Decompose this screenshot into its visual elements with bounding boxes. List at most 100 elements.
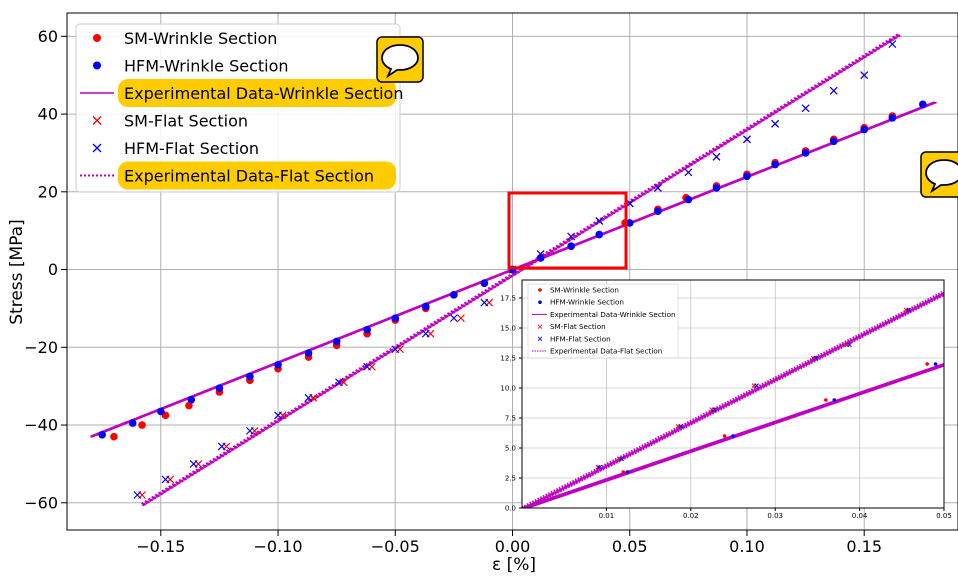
hfm-flat-section-point	[274, 411, 282, 420]
hfm-wrinkle-section-point	[128, 419, 137, 427]
inset-legend: SM-Wrinkle Section HFM-Wrinkle Section Exp…	[527, 283, 679, 359]
inset-hfm-flat-section-point	[619, 456, 624, 462]
plot-frame	[66, 12, 958, 531]
hfm-wrinkle-section-point	[919, 100, 927, 109]
inset-grid	[521, 279, 945, 509]
legend-highlight	[118, 161, 396, 190]
hfm-flat-section-point	[304, 393, 313, 402]
inset-hfm-flat-section-point	[847, 342, 852, 348]
y-tick-label: 20	[38, 182, 58, 201]
inset-plot-frame	[521, 279, 945, 509]
hfm-wrinkle-section-point	[536, 254, 545, 262]
inset-hfm-flat-section-point	[813, 355, 819, 361]
legend-label: SM-Flat Section	[124, 112, 248, 131]
hfm-wrinkle-section-point	[480, 279, 489, 287]
inset-hfm-flat-section-point	[754, 383, 759, 388]
hfm-wrinkle-section-point	[801, 149, 810, 157]
hfm-wrinkle-section-point	[215, 384, 224, 392]
inset-chart: 0.01 0.02 0.03 0.04 0.05 0.0 2.5 5.0 7.5 10.0 12.5…	[500, 279, 952, 520]
hfm-flat-section-point	[480, 298, 489, 307]
hfm-flat-section-point	[133, 491, 142, 499]
legend-marker-x	[92, 116, 102, 125]
inset-y-tick-label: 0.0	[505, 504, 516, 512]
inset-data	[522, 290, 944, 508]
hfm-wrinkle-section-point	[246, 372, 254, 381]
y-tick-label: 40	[38, 105, 58, 124]
hfm-flat-section-point	[421, 329, 430, 338]
legend-label: HFM-Flat Section	[124, 139, 259, 158]
hfm-wrinkle-section-point	[829, 137, 838, 146]
y-tick-label: −40	[24, 416, 58, 435]
inset-legend-marker-dot	[538, 300, 542, 305]
hfm-flat-section-point	[245, 426, 254, 435]
inset-legend-label: HFM-Wrinkle Section	[550, 298, 624, 307]
inset-x-tick-label: 0.02	[683, 512, 699, 520]
legend-highlight	[118, 79, 396, 107]
y-tick-label: 60	[38, 27, 58, 46]
hfm-wrinkle-section-point	[450, 291, 458, 299]
legend-box	[75, 23, 401, 193]
hfm-wrinkle-section-point	[595, 230, 604, 239]
inset-y-tick-label: 7.5	[505, 414, 516, 422]
hfm-flat-section-point	[743, 135, 751, 144]
inset-hfm-flat-section-point	[906, 307, 911, 313]
hfm-wrinkle-section-point	[332, 337, 341, 346]
hfm-flat-section-point	[449, 314, 458, 323]
speech-bubble-icon	[376, 36, 424, 83]
hfm-wrinkle-section-point	[391, 314, 400, 322]
hfm-flat-section-point	[595, 217, 604, 225]
hfm-flat-section-point	[829, 86, 838, 95]
inset-y-tick-label: 5.0	[505, 444, 516, 452]
inset-hfm-flat-section-point	[678, 424, 684, 429]
hfm-wrinkle-section-point	[771, 160, 779, 169]
inset-legend-label: Experimental Data-Wrinkle Section	[550, 310, 676, 319]
hfm-wrinkle-section-point	[860, 125, 869, 134]
legend-label: Experimental Data-Wrinkle Section	[124, 84, 403, 103]
x-tick-label: −0.15	[136, 537, 185, 556]
inset-legend-label: HFM-Flat Section	[550, 334, 611, 343]
inset-experimental-data-flat-section-line-band	[527, 293, 944, 508]
hfm-flat-section-point	[536, 250, 545, 258]
y-tick-label: −20	[24, 338, 58, 357]
legend-label: HFM-Wrinkle Section	[124, 57, 289, 76]
inset-axes: 0.01 0.02 0.03 0.04 0.05 0.0 2.5 5.0 7.5 10.0 12.5…	[500, 279, 952, 520]
hfm-wrinkle-section-point	[625, 219, 634, 227]
legend-marker-dot	[93, 61, 101, 70]
inset-legend-marker-dot	[538, 288, 542, 292]
hfm-wrinkle-section-point	[363, 326, 371, 334]
hfm-wrinkle-section-point	[274, 360, 282, 369]
inset-sm-flat-section-point	[595, 464, 601, 470]
hfm-wrinkle-section-point	[567, 242, 575, 251]
hfm-flat-section-point	[391, 345, 400, 354]
hfm-wrinkle-section-point	[98, 430, 106, 439]
speech-bubble-icon	[920, 151, 958, 198]
inset-y-tick-label: 15.0	[500, 324, 516, 332]
x-tick-label: −0.05	[371, 537, 420, 556]
inset-sm-wrinkle-section-point	[722, 434, 727, 438]
hfm-flat-section-point	[860, 71, 869, 80]
hfm-wrinkle-section-point	[304, 349, 313, 357]
series-layer	[90, 32, 937, 507]
hfm-flat-section-point	[888, 40, 897, 49]
inset-hfm-wrinkle-section-point	[933, 362, 938, 366]
inset-hfm-flat-section-point	[712, 407, 717, 412]
hfm-wrinkle-section-point	[187, 395, 196, 404]
main-legend: SM-Wrinkle Section HFM-Wrinkle Section Exp…	[75, 23, 403, 193]
hfm-flat-section-point	[161, 475, 170, 484]
icon-bubble-shape	[381, 44, 419, 79]
hfm-flat-section-point	[335, 378, 343, 387]
legend-marker-dot	[93, 34, 101, 42]
hfm-flat-section-point	[771, 119, 780, 128]
zoom-region-box	[507, 191, 628, 270]
inset-x-tick-label: 0.05	[936, 512, 952, 520]
inset-x-tick-label: 0.04	[852, 512, 868, 520]
inset-y-tick-label: 12.5	[500, 354, 516, 362]
sm-flat-section-point	[457, 314, 465, 323]
inset-hfm-wrinkle-section-point	[832, 398, 837, 402]
legend-label: SM-Wrinkle Section	[124, 29, 277, 48]
inset-y-tick-label: 10.0	[500, 384, 516, 392]
x-axis-label: ε [%]	[492, 555, 536, 575]
inset-sm-wrinkle-section-point	[824, 398, 828, 402]
hfm-flat-section-point	[801, 104, 810, 113]
